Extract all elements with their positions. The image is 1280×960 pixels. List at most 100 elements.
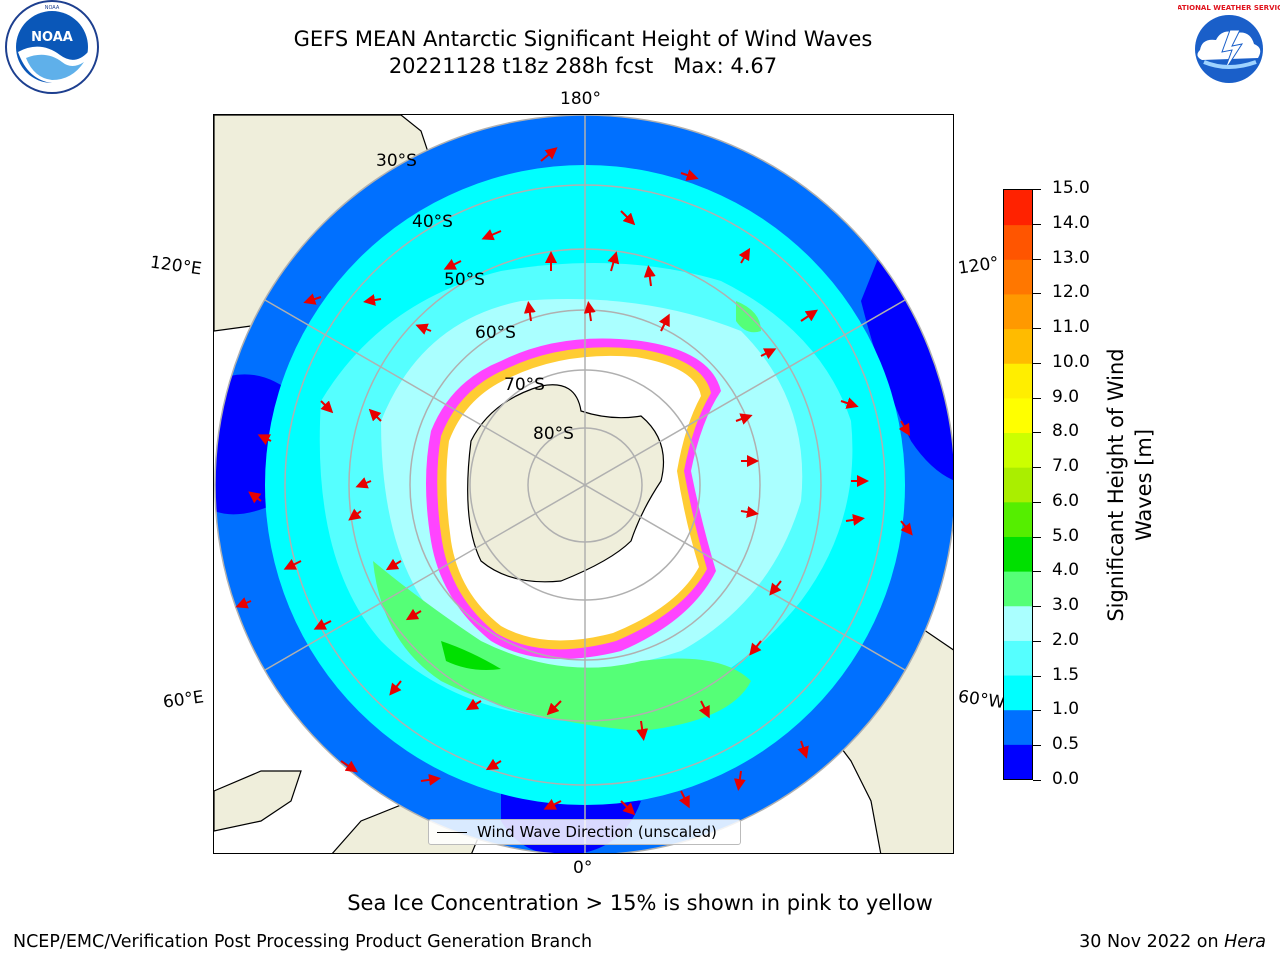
colorbar-segment [1004,744,1032,779]
colorbar-tick [1033,467,1041,469]
colorbar-tick-label: 9.0 [1052,386,1080,407]
wave-arrow [385,558,402,571]
wave-arrow [900,520,913,536]
wave-arrow [415,323,432,335]
wave-arrow [303,293,322,305]
colorbar-segment [1004,363,1032,399]
lat-label-60s: 60°S [475,323,516,343]
wave-arrow [257,434,272,446]
footer-date: 30 Nov 2022 on Hera [1079,932,1266,952]
wave-arrow [643,265,656,287]
map-title: GEFS MEAN Antarctic Significant Height o… [293,27,873,51]
colorbar-segment [1004,571,1032,607]
colorbar-tick-label: 3.0 [1052,595,1080,616]
colorbar-segment [1004,640,1032,676]
colorbar-tick-label: 2.0 [1052,629,1080,650]
sea-ice-note: Sea Ice Concentration > 15% is shown in … [347,891,933,915]
wave-arrow [583,301,596,322]
colorbar-segment [1004,709,1032,745]
colorbar-segment [1004,224,1032,260]
colorbar-tick [1033,362,1041,364]
colorbar-tick-label: 14.0 [1052,212,1090,233]
colorbar-tick-label: 10.0 [1052,351,1090,372]
colorbar [1003,189,1033,780]
wave-arrow [760,348,777,360]
lat-label-70s: 70°S [504,375,545,395]
colorbar-title: Significant Height of Wind Waves [m] [1102,348,1158,621]
colorbar-tick [1033,710,1041,712]
lon-label-right-lower: 60°W [956,686,1007,714]
colorbar-segment [1004,190,1032,226]
lat-label-50s: 50°S [444,270,485,290]
colorbar-title-line1: Significant Height of Wind [1104,348,1128,622]
wave-arrow [680,169,699,181]
map-subtitle: 20221128 t18z 288h fcst Max: 4.67 [388,54,778,78]
wave-arrow [636,720,649,741]
map-panel [213,114,954,854]
colorbar-segment [1004,675,1032,711]
colorbar-tick [1033,606,1041,608]
lon-label-top: 180° [560,89,601,109]
wave-arrow [797,740,809,759]
wave-arrow [678,790,690,809]
colorbar-tick-label: 4.0 [1052,560,1080,581]
wave-arrow [348,508,362,521]
wave-arrow [840,397,859,409]
lon-label-bottom: 0° [573,858,593,878]
colorbar-tick-label: 11.0 [1052,317,1090,338]
wave-arrow [420,773,441,786]
lat-label-80s: 80°S [533,424,574,444]
colorbar-segment [1004,293,1032,330]
lon-label-left-lower: 60°E [161,687,206,713]
colorbar-tick-label: 5.0 [1052,525,1080,546]
legend-line-sample [437,832,467,833]
antarctica [426,338,721,659]
lon-label-left-upper: 120°E [148,252,203,280]
colorbar-tick [1033,640,1041,642]
lat-label-40s: 40°S [412,212,453,232]
colorbar-title-line2: Waves [m] [1132,428,1156,542]
colorbar-tick-label: 0.0 [1052,769,1080,789]
colorbar-tick [1033,223,1041,225]
colorbar-segment [1004,259,1032,295]
colorbar-segment [1004,501,1032,537]
footer-host: Hera [1224,932,1266,952]
colorbar-segment [1004,397,1032,434]
colorbar-tick [1033,397,1041,399]
wave-arrow [749,640,762,656]
wave-arrow [368,408,382,422]
footer-credit: NCEP/EMC/Verification Post Processing Pr… [13,932,593,952]
colorbar-tick-label: 0.5 [1052,734,1080,755]
colorbar-tick [1033,328,1041,330]
lat-label-30s: 30°S [376,151,417,171]
wave-arrow [248,491,262,504]
wave-arrow [523,301,536,322]
wave-arrow [546,700,562,716]
wave-arrow [698,700,710,719]
wave-arrow [405,608,422,621]
wave-arrow [800,309,818,322]
colorbar-tick-label: 7.0 [1052,456,1080,477]
lon-label-right-upper: 120° [956,253,1001,279]
colorbar-segment [1004,467,1032,503]
wave-arrow [283,558,302,570]
colorbar-tick [1033,189,1041,190]
wave-arrow [898,420,911,437]
wave-arrow [735,413,753,425]
colorbar-segment [1004,536,1032,572]
colorbar-tick-label: 13.0 [1052,247,1090,268]
map-canvas [214,115,953,853]
colorbar-tick [1033,745,1041,747]
wave-arrow [620,800,636,816]
graticule [214,115,953,853]
colorbar-tick-label: 12.0 [1052,282,1090,303]
colorbar-tick-label: 1.0 [1052,699,1080,720]
wave-arrow [235,597,252,609]
wave-arrow [845,513,865,526]
colorbar-segment [1004,432,1032,468]
colorbar-tick-label: 8.0 [1052,421,1080,442]
map-legend: Wind Wave Direction (unscaled) [428,819,741,845]
colorbar-tick-label: 15.0 [1052,178,1090,198]
noaa-logo-text: NOAA [31,30,73,45]
wave-arrow [769,580,782,596]
